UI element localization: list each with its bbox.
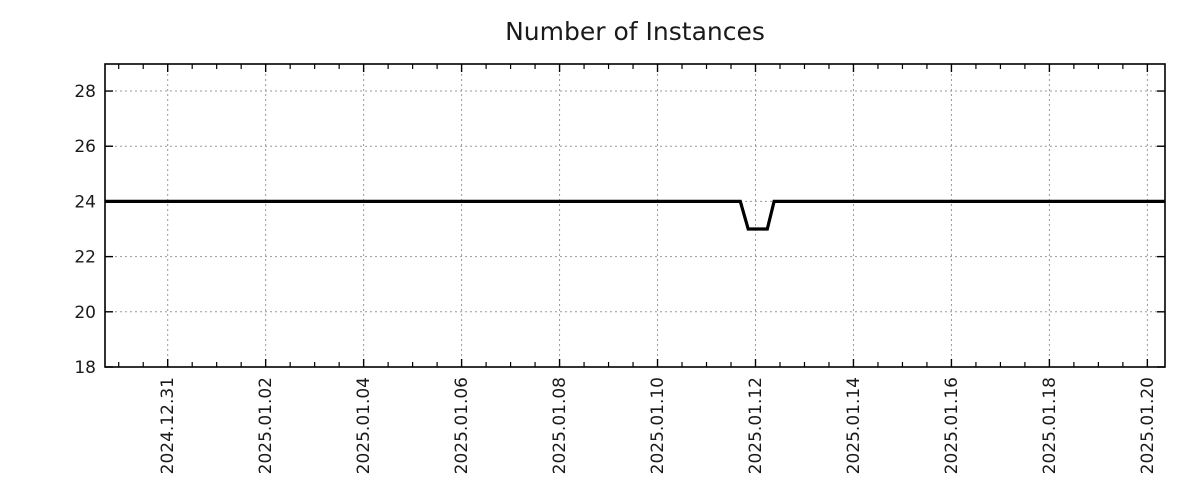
x-tick-label: 2024.12.31 bbox=[158, 377, 178, 474]
x-tick-label: 2025.01.20 bbox=[1138, 377, 1158, 474]
data-line bbox=[105, 199, 1165, 231]
x-tick-label: 2025.01.02 bbox=[256, 377, 276, 474]
x-tick-label: 2025.01.04 bbox=[354, 377, 374, 474]
x-tick-label: 2025.01.06 bbox=[452, 377, 472, 474]
x-tick-label: 2025.01.16 bbox=[942, 377, 962, 474]
y-tick-label: 26 bbox=[74, 137, 96, 157]
chart-title: Number of Instances bbox=[505, 17, 765, 46]
x-tick-label: 2025.01.18 bbox=[1040, 377, 1060, 474]
y-tick-label: 22 bbox=[74, 248, 96, 268]
plot-area: 2024.12.31 2025.01.02 2025.01.04 2025.01.06… bbox=[74, 63, 1166, 474]
x-tick-label: 2025.01.14 bbox=[844, 377, 864, 474]
y-tick-label: 20 bbox=[74, 303, 96, 323]
plot-border bbox=[104, 63, 1166, 368]
y-tick-label: 18 bbox=[74, 358, 96, 378]
y-tick-label: 24 bbox=[74, 192, 96, 212]
x-tick-label: 2025.01.10 bbox=[648, 377, 668, 474]
x-tick-label: 2025.01.12 bbox=[746, 377, 766, 474]
y-tick-label: 28 bbox=[74, 82, 96, 102]
x-tick-label: 2025.01.08 bbox=[550, 377, 570, 474]
